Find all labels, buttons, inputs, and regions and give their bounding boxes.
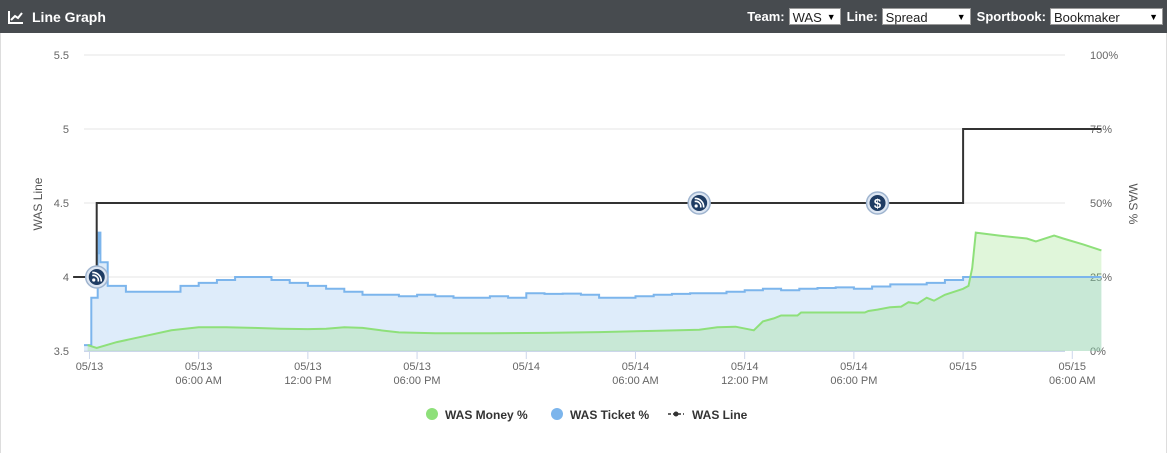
x-tick-label: 06:00 AM xyxy=(1049,375,1095,387)
ticket-area xyxy=(84,232,1102,351)
chevron-down-icon: ▼ xyxy=(956,12,966,22)
header-bar: Line Graph Team: WAS ▼ Line: Spread ▼ Sp… xyxy=(0,0,1167,33)
chevron-down-icon: ▼ xyxy=(826,12,836,22)
x-tick-label: 06:00 AM xyxy=(175,375,221,387)
x-tick-label: 05/14 xyxy=(513,361,541,373)
header-title: Line Graph xyxy=(8,0,106,33)
legend-label: WAS Line xyxy=(692,408,748,422)
chevron-down-icon: ▼ xyxy=(1149,12,1158,22)
x-tick-label: 06:00 PM xyxy=(830,375,877,387)
chart-area: 3.5 4 4.5 5 5.5 0% 25% 50% 75% 100% WAS Line WAS… xyxy=(0,33,1167,453)
y-tick-label: 4 xyxy=(63,272,69,284)
marker-core xyxy=(869,195,886,211)
dollar-icon[interactable]: $ xyxy=(865,191,890,215)
line-select-value: Spread xyxy=(885,10,928,25)
x-tick-label: 05/14 xyxy=(731,361,759,373)
sportsbook-select[interactable]: Bookmaker ▼ xyxy=(1050,8,1163,25)
sportsbook-select-value: Bookmaker xyxy=(1054,10,1120,25)
legend-item[interactable]: WAS Ticket % xyxy=(551,408,649,422)
dollar-glyph: $ xyxy=(874,196,882,211)
series-layer xyxy=(73,128,1102,351)
x-tick-label: 05/15 xyxy=(1059,361,1087,373)
line-chart: 3.544.555.5 0%25%50%75%100% WAS Line WAS… xyxy=(31,50,1140,422)
x-tick-label: 05/15 xyxy=(949,361,977,373)
event-markers: $ xyxy=(84,191,890,289)
line-select[interactable]: Spread ▼ xyxy=(881,8,971,25)
legend-symbol xyxy=(673,411,679,417)
legend-symbol xyxy=(551,408,563,420)
x-tick-label: 12:00 PM xyxy=(721,375,768,387)
money-area xyxy=(87,232,1102,351)
legend-symbol xyxy=(426,408,438,420)
x-tick-label: 06:00 PM xyxy=(394,375,441,387)
x-tick-label: 05/13 xyxy=(76,361,104,373)
x-tick-label: 05/13 xyxy=(403,361,431,373)
x-tick-label: 05/13 xyxy=(185,361,213,373)
x-axis: 05/13 05/13 06:00 AM 05/13 12:00 PM 05/13 06:0… xyxy=(76,351,1096,387)
y2-tick-label: 50% xyxy=(1090,198,1112,210)
y-axis-label: WAS Line xyxy=(31,177,45,230)
x-tick-label: 06:00 AM xyxy=(612,375,658,387)
rss-dot xyxy=(694,204,698,208)
y2-tick-label: 100% xyxy=(1090,50,1118,62)
y2-tick-label: 0% xyxy=(1090,346,1106,358)
y-tick-label: 4.5 xyxy=(54,198,69,210)
rss-arc xyxy=(694,197,705,208)
y-tick-label: 3.5 xyxy=(54,346,69,358)
y-axis-ticks: 3.5 4 4.5 5 5.5 xyxy=(54,50,69,358)
money-series-line xyxy=(87,231,1102,350)
y-tick-label: 5 xyxy=(63,124,69,136)
rss-icon[interactable] xyxy=(687,191,711,215)
legend-item[interactable]: WAS Money % xyxy=(426,408,528,422)
legend-item[interactable]: WAS Line xyxy=(668,408,748,422)
was-line-series xyxy=(73,128,1102,278)
x-tick-label: 05/14 xyxy=(622,361,650,373)
x-tick-label: 05/13 xyxy=(294,361,322,373)
y-tick-label: 5.5 xyxy=(54,50,69,62)
header-title-text: Line Graph xyxy=(32,8,106,25)
rss-arc xyxy=(92,274,100,282)
y2-axis-label: WAS % xyxy=(1126,184,1140,225)
team-select[interactable]: WAS ▼ xyxy=(788,8,841,25)
line-label: Line: xyxy=(846,9,878,24)
chart-controls: Team: WAS ▼ Line: Spread ▼ Sportbook: Bo… xyxy=(741,0,1163,33)
team-select-value: WAS xyxy=(792,10,822,25)
ticket-series-line xyxy=(84,231,1102,347)
x-tick-label: 05/14 xyxy=(840,361,868,373)
rss-dot xyxy=(92,278,96,282)
team-label: Team: xyxy=(747,9,785,24)
rss-arc xyxy=(92,271,103,282)
rss-arc xyxy=(694,200,702,208)
sportsbook-label: Sportbook: xyxy=(976,9,1046,24)
legend-label: WAS Ticket % xyxy=(570,408,649,422)
line-chart-icon xyxy=(8,10,23,24)
rss-icon[interactable] xyxy=(84,265,109,289)
x-tick-label: 12:00 PM xyxy=(284,375,331,387)
legend-label: WAS Money % xyxy=(445,408,528,422)
legend: WAS Money % WAS Ticket % WAS Line xyxy=(426,408,748,422)
